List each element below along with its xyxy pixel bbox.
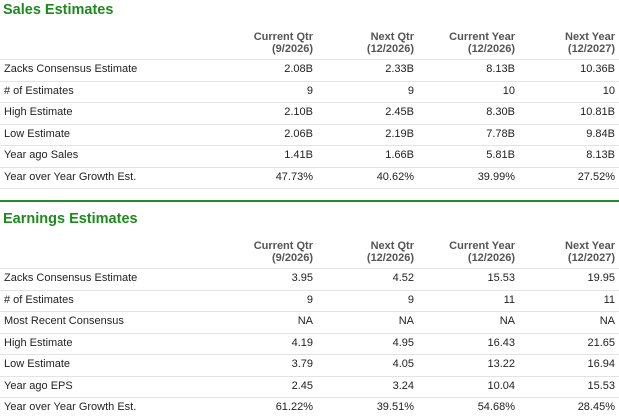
cell-value: NA	[398, 315, 414, 327]
row-label: # of Estimates	[4, 84, 74, 97]
row-separator	[0, 102, 619, 103]
row-separator	[0, 59, 619, 60]
column-name: Current Qtr	[253, 31, 313, 43]
cell-value: NA	[297, 315, 313, 327]
row-separator	[0, 268, 619, 269]
row-separator	[0, 289, 619, 291]
cell-value: 4.05	[392, 358, 414, 370]
cell-value: 1.41B	[284, 149, 313, 161]
row-label: # of Estimates	[4, 293, 74, 306]
row-separator	[0, 311, 619, 312]
cell-value: 54.68%	[477, 401, 515, 413]
row-label: High Estimate	[4, 336, 73, 349]
row-separator	[0, 375, 619, 377]
cell-value: 1.66B	[385, 149, 414, 161]
cell-value: 39.51%	[376, 401, 414, 413]
section-title: Earnings Estimates	[3, 211, 138, 227]
row-separator	[0, 166, 619, 168]
cell-value: 10.36B	[580, 63, 615, 75]
cell-value: 3.24	[392, 379, 414, 392]
cell-value: 13.22	[487, 358, 515, 370]
row-label: Year ago EPS	[4, 379, 73, 392]
column-name: Next Qtr	[370, 240, 414, 252]
cell-value: 16.94	[587, 358, 615, 370]
cell-value: 15.53	[587, 379, 615, 392]
row-separator	[0, 354, 619, 355]
cell-value: 9	[306, 293, 313, 306]
column-period: (9/2026)	[272, 43, 313, 55]
row-separator	[0, 145, 619, 146]
row-label: Year over Year Growth Est.	[4, 401, 137, 413]
column-period: (12/2026)	[366, 43, 414, 55]
cell-value: 16.43	[487, 336, 515, 349]
cell-value: 9.84B	[586, 127, 615, 140]
cell-value: 7.78B	[486, 127, 515, 140]
column-period: (12/2026)	[467, 252, 515, 264]
column-period: (12/2027)	[567, 43, 615, 55]
column-name: Current Year	[449, 240, 515, 252]
cell-value: 2.45B	[385, 106, 414, 118]
cell-value: 40.62%	[376, 170, 414, 183]
cell-value: 2.08B	[284, 63, 313, 75]
cell-value: 15.53	[487, 272, 515, 284]
column-period: (12/2026)	[366, 252, 414, 264]
column-name: Current Year	[449, 31, 515, 43]
cell-value: 9	[407, 84, 414, 97]
cell-value: 2.10B	[284, 106, 313, 118]
cell-value: 3.79	[291, 358, 313, 370]
cell-value: 2.45	[291, 379, 313, 392]
row-label: High Estimate	[4, 106, 73, 118]
cell-value: 8.30B	[486, 106, 515, 118]
row-label: Zacks Consensus Estimate	[4, 272, 138, 284]
cell-value: 8.13B	[486, 63, 515, 75]
cell-value: 9	[407, 293, 414, 306]
cell-value: 28.45%	[577, 401, 615, 413]
cell-value: 11	[603, 293, 615, 306]
column-name: Next Year	[565, 31, 615, 43]
cell-value: 10	[502, 84, 515, 97]
cell-value: NA	[499, 315, 515, 327]
cell-value: 4.52	[392, 272, 414, 284]
row-separator	[0, 397, 619, 398]
cell-value: NA	[599, 315, 615, 327]
row-label: Low Estimate	[4, 127, 71, 140]
cell-value: 3.95	[291, 272, 313, 284]
cell-value: 8.13B	[586, 149, 615, 161]
row-label: Year ago Sales	[4, 149, 79, 161]
cell-value: 11	[503, 293, 515, 306]
column-name: Current Qtr	[253, 240, 313, 252]
row-label: Low Estimate	[4, 358, 71, 370]
cell-value: 2.33B	[385, 63, 414, 75]
column-period: (12/2026)	[467, 43, 515, 55]
cell-value: 10.04	[487, 379, 515, 392]
row-separator	[0, 80, 619, 82]
column-period: (12/2027)	[567, 252, 615, 264]
cell-value: 21.65	[587, 336, 615, 349]
column-period: (9/2026)	[272, 252, 313, 264]
cell-value: 39.99%	[477, 170, 515, 183]
cell-value: 10.81B	[580, 106, 615, 118]
cell-value: 4.95	[392, 336, 414, 349]
cell-value: 27.52%	[577, 170, 615, 183]
row-label: Year over Year Growth Est.	[4, 170, 137, 183]
cell-value: 2.19B	[385, 127, 414, 140]
row-separator	[0, 123, 619, 125]
cell-value: 10	[602, 84, 615, 97]
row-separator	[0, 188, 619, 189]
column-name: Next Qtr	[370, 31, 414, 43]
section-divider	[0, 200, 619, 202]
cell-value: 61.22%	[275, 401, 313, 413]
cell-value: 2.06B	[284, 127, 313, 140]
column-name: Next Year	[565, 240, 615, 252]
cell-value: 19.95	[587, 272, 615, 284]
row-label: Zacks Consensus Estimate	[4, 63, 138, 75]
cell-value: 5.81B	[486, 149, 515, 161]
row-separator	[0, 332, 619, 334]
section-title: Sales Estimates	[3, 2, 114, 18]
cell-value: 4.19	[291, 336, 313, 349]
cell-value: 47.73%	[275, 170, 313, 183]
row-label: Most Recent Consensus	[4, 315, 124, 327]
cell-value: 9	[306, 84, 313, 97]
